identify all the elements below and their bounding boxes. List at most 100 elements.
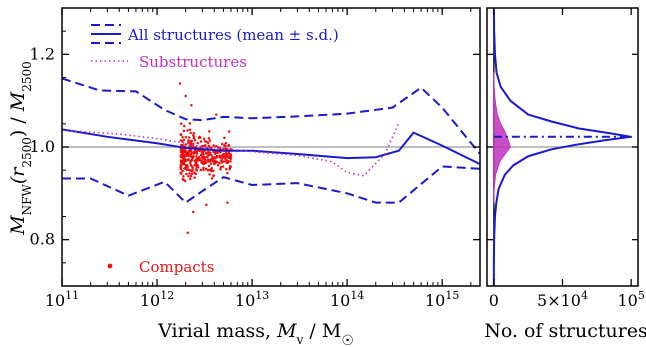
compact-point bbox=[202, 166, 205, 170]
compact-point bbox=[199, 140, 203, 143]
compact-point bbox=[189, 131, 192, 135]
compact-point bbox=[181, 136, 184, 139]
compact-point bbox=[184, 150, 188, 153]
compact-point bbox=[208, 139, 212, 142]
compact-point bbox=[193, 138, 197, 142]
compact-point bbox=[187, 174, 190, 178]
compact-point bbox=[188, 172, 191, 175]
compact-point bbox=[208, 173, 211, 176]
compact-point bbox=[186, 231, 189, 234]
compact-point bbox=[221, 165, 225, 168]
compact-point bbox=[195, 165, 199, 169]
compact-point bbox=[188, 122, 192, 125]
compact-point bbox=[220, 161, 224, 164]
compact-point bbox=[202, 157, 206, 161]
compact-point bbox=[228, 166, 232, 170]
compacts-marker bbox=[107, 263, 113, 269]
compacts-label: Compacts bbox=[139, 258, 214, 276]
compact-point bbox=[211, 157, 215, 161]
compact-point bbox=[222, 160, 226, 163]
compact-point bbox=[213, 162, 216, 166]
compact-point bbox=[185, 172, 188, 176]
compact-point bbox=[215, 160, 218, 163]
compact-point bbox=[215, 154, 219, 158]
compact-point bbox=[192, 152, 196, 155]
histogram-series bbox=[492, 8, 633, 286]
compact-point bbox=[203, 139, 207, 143]
compact-point bbox=[202, 144, 206, 148]
compact-point bbox=[229, 157, 233, 160]
compact-point bbox=[212, 150, 215, 153]
histogram-x-tick-label: 0 bbox=[489, 291, 499, 310]
compact-point bbox=[187, 154, 190, 158]
compact-point bbox=[179, 154, 183, 157]
main-panel: 1011 1012 1013 1014 1015 0.8 1.0 1.2 All struc… bbox=[7, 7, 481, 347]
compact-point bbox=[190, 172, 194, 175]
y-axis-ticks: 0.8 1.0 1.2 bbox=[30, 30, 480, 264]
compact-point bbox=[198, 136, 202, 139]
y-tick-label: 0.8 bbox=[30, 230, 55, 249]
compact-point bbox=[224, 157, 227, 161]
compact-point bbox=[187, 139, 190, 142]
compact-point bbox=[191, 210, 195, 214]
compact-point bbox=[184, 143, 188, 146]
legend-label-substructures: Substructures bbox=[139, 53, 247, 71]
compact-point bbox=[223, 136, 226, 140]
compact-point bbox=[194, 162, 198, 166]
compact-point bbox=[179, 149, 183, 153]
compact-point bbox=[182, 129, 186, 133]
histogram-x-tick-label: 105 bbox=[617, 289, 644, 310]
compact-point bbox=[184, 154, 187, 158]
compact-point bbox=[180, 172, 183, 175]
compact-point bbox=[224, 141, 228, 145]
compact-point bbox=[222, 152, 225, 156]
compact-point bbox=[218, 161, 221, 165]
series-upper-line bbox=[62, 77, 480, 155]
compact-point bbox=[179, 133, 183, 136]
compact-point bbox=[180, 143, 183, 147]
compact-point bbox=[181, 169, 184, 173]
compact-point bbox=[194, 172, 197, 176]
compact-point bbox=[226, 201, 229, 204]
compact-point bbox=[192, 136, 196, 140]
x-tick-label: 1012 bbox=[140, 289, 174, 310]
compact-point bbox=[224, 156, 228, 159]
compact-point bbox=[191, 134, 195, 137]
compact-point bbox=[179, 122, 183, 125]
compact-point bbox=[197, 158, 201, 162]
histogram-x-label: No. of structures bbox=[484, 320, 646, 342]
compact-point bbox=[216, 151, 219, 154]
compact-point bbox=[202, 162, 205, 166]
compact-point bbox=[182, 138, 186, 142]
compact-point bbox=[223, 144, 226, 147]
series-substructures-line bbox=[62, 122, 400, 177]
compact-point bbox=[193, 176, 196, 179]
compact-point bbox=[203, 160, 206, 163]
compact-point bbox=[218, 155, 221, 158]
compact-point bbox=[225, 168, 228, 171]
x-tick-label: 1013 bbox=[235, 289, 269, 310]
compact-point bbox=[229, 160, 232, 163]
compact-point bbox=[205, 155, 209, 159]
y-tick-label: 1.0 bbox=[30, 137, 55, 156]
compact-point bbox=[201, 153, 204, 156]
series-lines bbox=[62, 77, 480, 204]
compact-point bbox=[200, 159, 204, 163]
compact-point bbox=[202, 168, 205, 172]
compact-point bbox=[210, 153, 213, 157]
compact-point bbox=[186, 129, 189, 132]
compact-point bbox=[219, 165, 223, 169]
histogram-all-line bbox=[492, 8, 633, 286]
compact-point bbox=[186, 168, 189, 171]
compact-point bbox=[188, 169, 192, 172]
compact-point bbox=[227, 130, 231, 133]
y-axis-label: MNFW(r2500) / M2500 bbox=[7, 61, 34, 236]
x-axis-ticks: 1011 1012 1013 1014 1015 bbox=[45, 8, 472, 310]
compact-point bbox=[212, 144, 215, 147]
compact-point bbox=[209, 151, 212, 154]
compact-point bbox=[212, 174, 216, 177]
x-tick-label: 1014 bbox=[330, 289, 364, 310]
compact-point bbox=[212, 169, 215, 173]
compact-point bbox=[190, 164, 193, 167]
